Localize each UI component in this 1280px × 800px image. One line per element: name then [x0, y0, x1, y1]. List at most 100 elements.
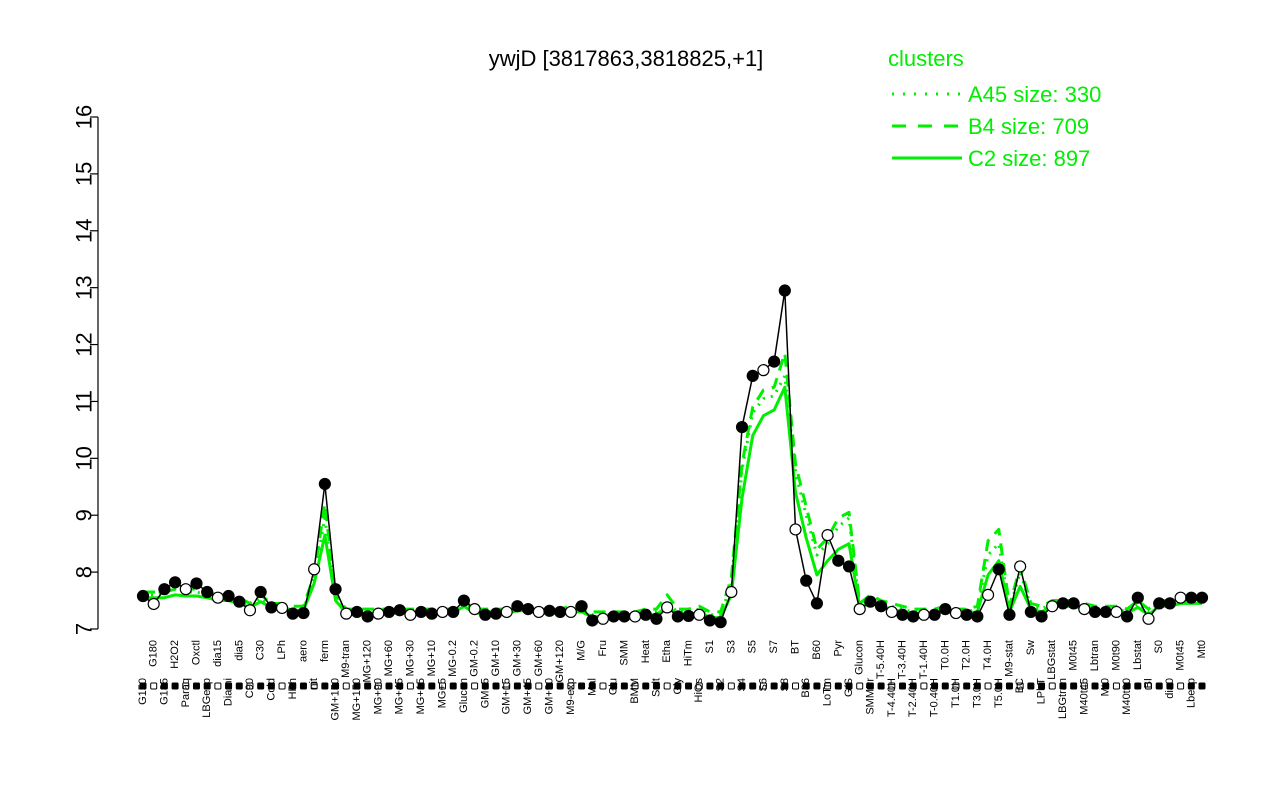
legend-entry-b4: B4 size: 709 [968, 114, 1089, 139]
x-tick-label: M0t90 [1110, 640, 1122, 671]
x-tick-label: G/S [843, 678, 855, 697]
data-point [201, 585, 214, 599]
data-point [896, 608, 909, 621]
rug-mark [342, 682, 350, 690]
rug-mark [225, 682, 233, 690]
x-tick-label: Salt [650, 678, 662, 697]
x-tick-label: Heat [640, 640, 652, 663]
data-point [885, 605, 898, 619]
rug-mark [1198, 682, 1206, 690]
x-tick-label: MG+90 [372, 678, 384, 714]
rug-mark [695, 682, 703, 690]
data-point [275, 601, 289, 615]
rug-mark [374, 682, 382, 690]
rug-mark [406, 682, 414, 690]
x-tick-label: S8 [779, 678, 791, 691]
rug-mark [685, 682, 693, 690]
x-tick-label: GM-0.2 [469, 640, 481, 677]
x-tick-label: C30 [255, 640, 267, 660]
data-point [874, 600, 888, 613]
data-point [832, 554, 845, 567]
x-tick-label: dia15 [212, 640, 224, 667]
rug-mark [321, 682, 329, 690]
rug-mark [963, 682, 971, 690]
data-point [1195, 591, 1209, 604]
data-point [425, 607, 438, 620]
x-tick-label: S7 [768, 640, 780, 653]
data-point [308, 563, 321, 576]
x-tick-label: T-5.40H [875, 640, 887, 679]
x-tick-label: G180 [148, 640, 160, 667]
x-tick-label: SMMPr [864, 678, 876, 715]
data-point [489, 607, 503, 620]
data-point [757, 364, 770, 377]
data-point [1046, 600, 1059, 613]
rug-mark [952, 682, 960, 690]
x-tick-label: M0t45 [1068, 640, 1080, 671]
rug-mark [471, 682, 479, 690]
rug-mark [845, 682, 853, 690]
x-tick-label: BMM [629, 678, 641, 704]
rug-mark [642, 682, 650, 690]
data-point [447, 605, 460, 619]
data-point [286, 607, 299, 620]
data-point [1003, 608, 1016, 621]
x-tick-label: S6 [757, 678, 769, 691]
cluster-line-solid [143, 385, 1202, 620]
x-tick-label: LBGtran [1057, 678, 1069, 719]
rug-mark [727, 682, 735, 690]
rug-mark [856, 682, 864, 690]
x-tick-label: LoTm [822, 678, 834, 706]
x-tick-label: BT [790, 640, 802, 654]
x-tick-label: Pyr [832, 640, 844, 657]
y-tick-label: 13 [72, 275, 97, 299]
rug-mark [385, 682, 393, 690]
data-point [917, 608, 930, 621]
data-point [693, 608, 706, 621]
data-point [714, 616, 727, 629]
data-point [586, 614, 599, 627]
data-point [682, 609, 695, 623]
x-tick-label: MG+150 [351, 678, 363, 721]
x-tick-label: MG+120 [362, 640, 374, 683]
x-tick-label: LPh [276, 640, 288, 660]
rug-mark [931, 682, 939, 690]
data-point [1163, 597, 1177, 610]
rug-mark [150, 682, 158, 690]
rug-mark [428, 682, 436, 690]
data-point [1153, 597, 1166, 610]
x-tick-label: nit [308, 678, 320, 690]
rug-mark [257, 682, 265, 690]
x-tick-label: GM+60 [533, 640, 545, 676]
x-tick-label: BI [1143, 678, 1155, 688]
data-point [243, 604, 257, 617]
data-point [735, 420, 749, 434]
rug-mark [332, 682, 340, 690]
data-point [1121, 610, 1134, 623]
rug-mark [1027, 682, 1035, 690]
data-point [532, 605, 545, 619]
rug-mark [267, 682, 275, 690]
x-tick-label: GM+30 [511, 640, 523, 676]
rug-mark [813, 682, 821, 690]
rug-mark [802, 682, 810, 690]
series-layer [142, 290, 1202, 624]
data-point [575, 600, 588, 613]
x-tick-label: S0 [1153, 640, 1165, 653]
data-point [457, 594, 471, 607]
x-tick-label: T2.0H [961, 640, 973, 670]
data-point [1142, 612, 1155, 625]
x-tick-label: GM+150 [330, 678, 342, 721]
rug-mark [1177, 682, 1185, 690]
rug-mark [481, 682, 489, 690]
data-point [1185, 591, 1198, 604]
expression-line [142, 290, 1202, 624]
x-tick-label: M0t45 [1175, 640, 1187, 671]
x-tick-label: Fru [597, 640, 609, 657]
data-point [168, 576, 182, 589]
rug-mark [417, 682, 425, 690]
x-tick-label: Mt0 [1100, 678, 1112, 696]
rug-mark [759, 682, 767, 690]
data-point [265, 601, 278, 614]
x-tick-label: T-2.40H [907, 678, 919, 717]
